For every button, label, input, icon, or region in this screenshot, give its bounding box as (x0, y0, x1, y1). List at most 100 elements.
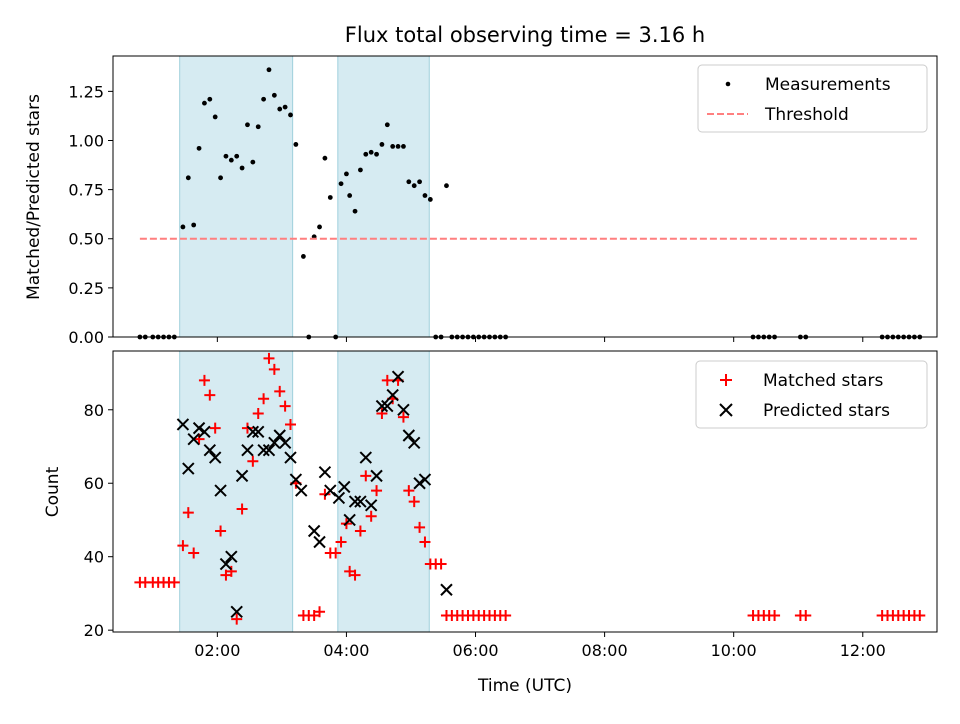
observing-interval-1 (337, 350, 430, 633)
matched-star-point (365, 510, 377, 522)
matched-star-point (182, 507, 194, 519)
measurement-point (379, 142, 385, 147)
measurement-point (374, 151, 379, 157)
measurement-point (422, 193, 428, 198)
measurement-point (277, 106, 283, 112)
measurement-point (301, 254, 306, 259)
measurement-point (228, 157, 234, 163)
measurement-point (444, 183, 449, 189)
matched-star-point (188, 547, 200, 559)
measurement-point (390, 143, 396, 149)
matched-star-point (193, 433, 205, 445)
measurement-point (196, 145, 202, 151)
matched-star-point (284, 418, 296, 430)
y-tick-label: 80 (84, 401, 104, 420)
measurement-point (368, 149, 374, 155)
matched-star-point (330, 547, 342, 559)
bottom-x-axis-ticks: 02:00 04:00 06:00 08:00 10:00 12:00 (194, 632, 886, 660)
measurement-point (185, 175, 191, 181)
y-tick-label: 40 (84, 548, 104, 567)
measurement-point (411, 183, 417, 189)
measurement-point (358, 167, 363, 173)
measurements-legend-marker (725, 81, 731, 87)
matched-star-point (198, 374, 210, 386)
measurement-point (395, 143, 401, 149)
observing-interval-0 (179, 55, 294, 338)
bottom-legend: Matched stars Predicted stars (695, 360, 928, 429)
matched-star-point (168, 576, 180, 588)
predicted-star-point (262, 443, 276, 457)
matched-star-point (252, 407, 264, 419)
matched-star-point (274, 385, 286, 397)
measurements-legend-label: Measurements (765, 75, 891, 95)
predicted-star-point (208, 451, 222, 464)
measurement-point (352, 208, 358, 214)
matched-star-point (241, 422, 253, 434)
top-y-axis-ticks: 0.00 0.25 0.50 0.75 1.00 1.25 (68, 82, 113, 347)
bottom-axes-frame (112, 350, 938, 633)
matched-star-point (397, 411, 409, 423)
predicted-star-point (375, 399, 389, 413)
predicted-star-point (407, 436, 421, 450)
observing-intervals (179, 55, 430, 338)
measurement-point (317, 224, 322, 230)
measurement-point (427, 197, 433, 202)
measurement-point (401, 143, 406, 149)
matched-star-point (319, 488, 331, 500)
top-legend: Measurements Threshold (697, 64, 928, 133)
matched-star-point (263, 352, 275, 364)
predicted-star-point (214, 484, 227, 497)
matched-star-point (231, 613, 243, 625)
measurement-point (271, 92, 277, 98)
predicted-star-point (219, 557, 233, 571)
measurement-point (347, 193, 353, 198)
predicted-star-point (198, 425, 211, 439)
measurement-point (245, 122, 250, 128)
threshold-legend-label: Threshold (764, 105, 849, 125)
matched-star-point (314, 606, 326, 618)
x-tick-label: 06:00 (452, 641, 498, 660)
predicted-star-point (343, 513, 356, 527)
matched-star-point (500, 609, 512, 621)
predicted-star-point (295, 484, 308, 497)
predicted-star-point (252, 425, 265, 439)
measurement-point (191, 222, 197, 228)
x-tick-label: 10:00 (711, 641, 757, 660)
predicted-star-point (241, 443, 254, 457)
bottom-y-axis-label: Count (43, 466, 63, 517)
star-count-points (134, 352, 926, 625)
measurement-point (293, 142, 299, 147)
top-y-axis-label: Matched/Predicted stars (24, 94, 44, 300)
matched-star-point (414, 521, 426, 533)
matched-legend-label: Matched stars (763, 371, 883, 391)
predicted-star-point (230, 605, 243, 619)
measurement-point (344, 171, 349, 177)
predicted-star-point (332, 491, 346, 505)
matched-star-point (403, 485, 415, 497)
measurement-point (282, 104, 288, 110)
top-x-axis-ticks (216, 337, 864, 342)
flux-ratio-panel: Flux total observing time = 3.16 h 0.000… (24, 23, 938, 347)
predicted-star-point (391, 370, 405, 383)
matched-star-point (376, 407, 388, 419)
observing-interval-0 (179, 350, 294, 633)
matched-star-point (381, 374, 393, 386)
predicted-star-point (402, 429, 416, 442)
predicted-star-point (187, 432, 200, 446)
matched-star-point (800, 609, 812, 621)
predicted-star-point (176, 418, 190, 431)
bottom-y-axis-ticks: 20 40 60 80 (84, 401, 113, 640)
measurement-point (202, 100, 207, 106)
predicted-star-point (307, 524, 321, 538)
y-tick-label: 0.25 (68, 279, 104, 298)
matched-star-point (268, 363, 280, 375)
predicted-star-point (284, 451, 297, 464)
matched-legend-marker (720, 374, 732, 386)
matched-star-point (177, 540, 189, 552)
matched-star-point (354, 525, 366, 537)
x-tick-label: 12:00 (840, 641, 886, 660)
predicted-star-point (386, 388, 399, 402)
observing-interval-1 (337, 55, 430, 338)
matched-star-point (371, 485, 383, 497)
